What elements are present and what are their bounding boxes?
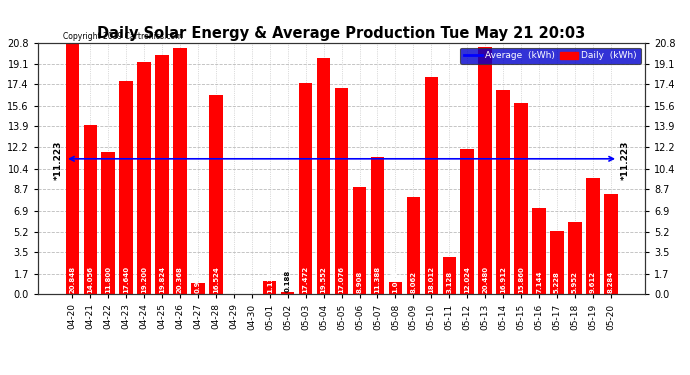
Bar xyxy=(550,231,564,294)
Bar xyxy=(568,222,582,294)
Text: 15.860: 15.860 xyxy=(518,266,524,292)
Bar xyxy=(191,283,205,294)
Bar xyxy=(66,42,79,294)
Text: 5.952: 5.952 xyxy=(572,271,578,292)
Text: 20.848: 20.848 xyxy=(69,266,75,292)
Text: 19.552: 19.552 xyxy=(321,266,326,292)
Text: 18.012: 18.012 xyxy=(428,266,434,292)
Bar xyxy=(119,81,133,294)
Bar xyxy=(173,48,187,294)
Bar xyxy=(514,103,528,294)
Bar xyxy=(101,152,115,294)
Bar xyxy=(155,55,169,294)
Text: 17.472: 17.472 xyxy=(303,266,308,292)
Bar xyxy=(83,124,97,294)
Bar xyxy=(604,194,618,294)
Text: 11.388: 11.388 xyxy=(375,266,380,292)
Text: 8.908: 8.908 xyxy=(357,270,362,292)
Bar xyxy=(281,292,295,294)
Bar xyxy=(532,208,546,294)
Text: 3.128: 3.128 xyxy=(446,270,452,292)
Text: 11.800: 11.800 xyxy=(105,266,111,292)
Bar xyxy=(388,282,402,294)
Bar xyxy=(209,95,223,294)
Text: 17.640: 17.640 xyxy=(123,266,129,292)
Text: 7.144: 7.144 xyxy=(536,270,542,292)
Bar xyxy=(442,256,456,294)
Text: *11.223: *11.223 xyxy=(53,140,62,180)
Bar xyxy=(406,197,420,294)
Bar xyxy=(335,88,348,294)
Text: 8.062: 8.062 xyxy=(411,271,416,292)
Text: 0.940: 0.940 xyxy=(195,270,201,292)
Title: Daily Solar Energy & Average Production Tue May 21 20:03: Daily Solar Energy & Average Production … xyxy=(97,26,586,40)
Text: 17.076: 17.076 xyxy=(339,266,344,292)
Bar xyxy=(299,83,313,294)
Text: 20.368: 20.368 xyxy=(177,266,183,292)
Text: 16.524: 16.524 xyxy=(213,266,219,292)
Text: 14.056: 14.056 xyxy=(87,266,93,292)
Bar xyxy=(371,157,384,294)
Legend: Average  (kWh), Daily  (kWh): Average (kWh), Daily (kWh) xyxy=(460,48,640,64)
Bar xyxy=(496,90,510,294)
Text: 1.044: 1.044 xyxy=(393,270,398,292)
Text: Copyright 2019 Cartronics.com: Copyright 2019 Cartronics.com xyxy=(63,32,183,40)
Text: 19.200: 19.200 xyxy=(141,266,147,292)
Text: 5.228: 5.228 xyxy=(554,271,560,292)
Bar xyxy=(263,281,277,294)
Text: 20.480: 20.480 xyxy=(482,266,488,292)
Bar xyxy=(478,47,492,294)
Text: 19.824: 19.824 xyxy=(159,266,165,292)
Text: 12.024: 12.024 xyxy=(464,266,470,292)
Text: 8.284: 8.284 xyxy=(608,270,614,292)
Bar xyxy=(137,63,151,294)
Bar xyxy=(460,149,474,294)
Bar xyxy=(424,77,438,294)
Text: 0.188: 0.188 xyxy=(285,269,290,291)
Bar xyxy=(317,58,331,294)
Text: 9.612: 9.612 xyxy=(590,271,596,292)
Bar xyxy=(586,178,600,294)
Text: 16.912: 16.912 xyxy=(500,266,506,292)
Text: 1.132: 1.132 xyxy=(267,270,273,292)
Bar xyxy=(353,187,366,294)
Text: *11.223: *11.223 xyxy=(621,140,630,180)
